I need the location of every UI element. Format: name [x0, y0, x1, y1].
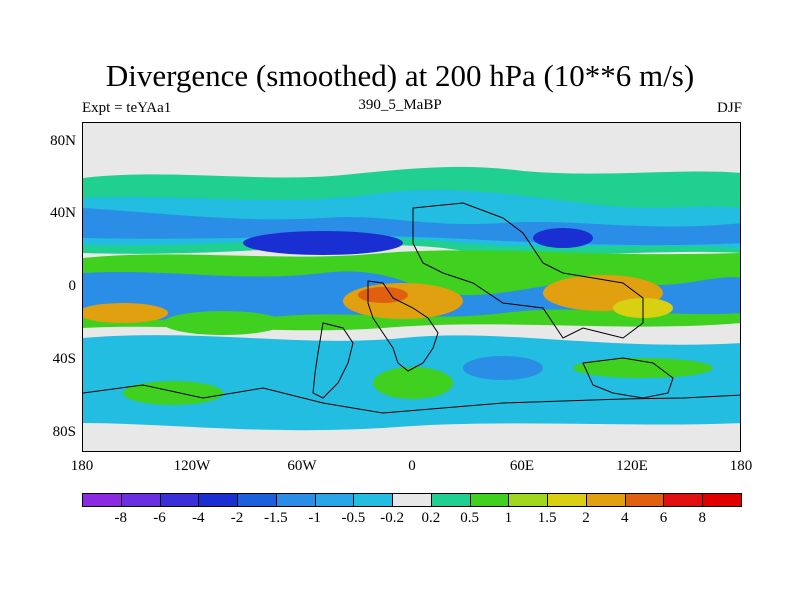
period-label: 390_5_MaBP — [358, 97, 442, 113]
colorbar-cell — [353, 493, 394, 507]
y-tick-40s: 40S — [52, 351, 76, 367]
season-label: DJF — [716, 100, 742, 116]
colorbar-cell — [702, 493, 742, 507]
colorbar-label: -8 — [114, 510, 128, 526]
y-tick-0: 0 — [68, 278, 77, 294]
colorbar-cell — [508, 493, 549, 507]
colorbar-label: -0.2 — [380, 510, 404, 526]
colorbar-label: 8 — [698, 510, 706, 526]
experiment-label: Expt = teYAa1 — [82, 100, 172, 116]
colorbar-label: -1.5 — [263, 510, 288, 526]
x-tick-0: 0 — [408, 458, 416, 474]
coastline-africa — [367, 280, 439, 372]
plot-title: Divergence (smoothed) at 200 hPa (10**6 … — [105, 58, 695, 93]
x-tick-120e: 120E — [616, 458, 648, 474]
colorbar-label: -2 — [230, 510, 244, 526]
coastline-antarctica — [83, 384, 740, 414]
colorbar — [82, 493, 742, 507]
colorbar-label: 2 — [582, 510, 590, 526]
colorbar-label: 6 — [659, 510, 668, 526]
colorbar-cell — [120, 493, 161, 507]
colorbar-cell — [82, 493, 122, 507]
coastline-australia — [582, 357, 674, 399]
colorbar-cell — [469, 493, 510, 507]
field-south-green — [373, 367, 453, 399]
colorbar-label: -1 — [308, 510, 321, 526]
colorbar-label: 1 — [504, 510, 513, 526]
colorbar-label: 0.2 — [421, 510, 441, 526]
field-center-equator-orange — [343, 283, 463, 319]
colorbar-label: 1.5 — [537, 510, 557, 526]
colorbar-label: -4 — [192, 510, 205, 526]
field-south-east-green — [573, 358, 713, 378]
map-canvas — [83, 166, 740, 431]
field-south-west-green — [123, 381, 223, 405]
colorbar-cell — [237, 493, 277, 507]
field-west-green — [163, 311, 283, 335]
x-tick-60w: 60W — [287, 458, 317, 474]
field-center-north-strong — [243, 231, 403, 255]
colorbar-cell — [547, 493, 587, 507]
field-center-equator-red — [358, 287, 408, 303]
y-tick-40n: 40N — [50, 205, 76, 221]
colorbar-cell — [275, 493, 316, 507]
field-west-orange — [83, 303, 168, 323]
colorbar-cell — [314, 493, 355, 507]
colorbar-label: 4 — [620, 510, 629, 526]
x-tick-60e: 60E — [509, 458, 535, 474]
colorbar-cell — [624, 493, 665, 507]
x-tick-180w: 180 — [70, 458, 94, 474]
field-south-blue — [463, 356, 543, 380]
x-tick-120w: 120W — [173, 458, 211, 474]
divergence-map — [82, 122, 741, 452]
coastline-south-america — [312, 322, 354, 399]
field-north-patch — [533, 228, 593, 248]
colorbar-cell — [392, 493, 432, 507]
coastlines — [83, 202, 740, 414]
y-tick-80s: 80S — [52, 424, 76, 440]
x-tick-180e: 180 — [729, 458, 753, 474]
colorbar-cell — [159, 493, 200, 507]
coastline-asia — [412, 202, 644, 339]
colorbar-cell — [585, 493, 626, 507]
colorbar-cell — [198, 493, 239, 507]
colorbar-cell — [663, 493, 704, 507]
colorbar-label: 0.5 — [460, 510, 480, 526]
colorbar-cell — [430, 493, 471, 507]
colorbar-label: -0.5 — [341, 510, 366, 526]
y-tick-80n: 80N — [50, 133, 76, 149]
colorbar-label: -6 — [153, 510, 166, 526]
